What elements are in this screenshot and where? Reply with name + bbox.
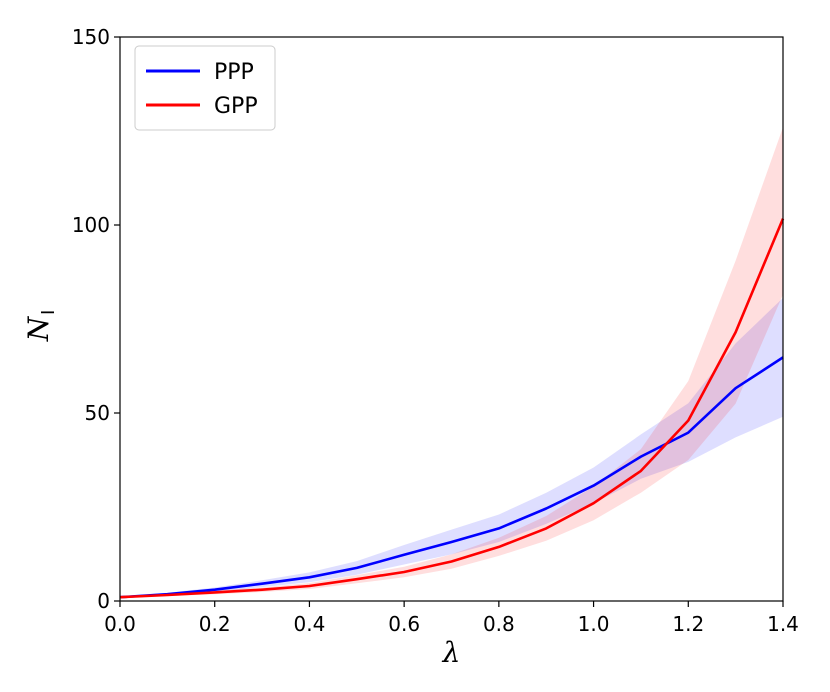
- y-tick-label: 0: [97, 589, 110, 613]
- series-line-gpp: [119, 218, 785, 599]
- band-gpp: [120, 127, 783, 598]
- x-tick-label: 1.0: [578, 612, 610, 636]
- y-tick-label: 50: [85, 401, 110, 425]
- y-axis-label-main: N: [22, 315, 55, 342]
- y-tick-label: 100: [72, 213, 110, 237]
- legend-label-ppp: PPP: [214, 60, 254, 85]
- series-lines: [119, 218, 785, 599]
- x-tick-label: 0.4: [294, 612, 326, 636]
- x-tick-label: 1.2: [672, 612, 704, 636]
- y-axis-label: N I: [22, 310, 59, 343]
- legend: PPP GPP: [134, 45, 276, 131]
- x-tick-label: 0.6: [388, 612, 420, 636]
- x-axis-ticks: 0.0 0.2 0.4 0.6 0.8 1.0 1.2 1.4: [104, 601, 799, 636]
- y-axis-ticks: 0 50 100 150: [72, 25, 120, 613]
- x-tick-label: 1.4: [767, 612, 799, 636]
- plot-frame: [119, 36, 784, 602]
- x-tick-label: 0.2: [199, 612, 231, 636]
- y-axis-label-subscript: I: [38, 310, 59, 315]
- x-tick-label: 0.8: [483, 612, 515, 636]
- y-tick-label: 150: [72, 25, 110, 49]
- x-tick-label: 0.0: [104, 612, 136, 636]
- legend-label-gpp: GPP: [214, 94, 258, 119]
- band-ppp: [120, 297, 783, 598]
- series-line-ppp: [119, 356, 784, 599]
- confidence-bands: [120, 127, 783, 598]
- legend-box: [134, 45, 276, 131]
- x-axis-label: λ: [442, 636, 461, 669]
